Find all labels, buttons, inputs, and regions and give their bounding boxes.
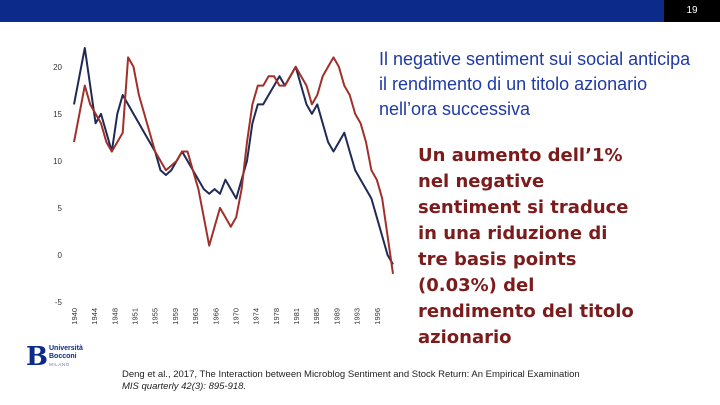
x-tick-label: 1944 [90, 308, 99, 325]
x-tick-label: 1981 [292, 308, 301, 325]
x-tick-label: 1989 [332, 308, 341, 325]
logo-initial: B [26, 342, 48, 372]
citation-line1: Deng et al., 2017, The Interaction betwe… [122, 369, 580, 380]
x-tick-label: 1985 [312, 308, 321, 325]
x-tick-label: 1996 [373, 308, 382, 325]
citation: Deng et al., 2017, The Interaction betwe… [122, 369, 712, 393]
logo-line3: MILANO [49, 362, 70, 367]
key-statement: Un aumento dell’1% nel negative sentimen… [418, 145, 634, 348]
x-tick-label: 1955 [151, 308, 160, 325]
x-tick-label: 1940 [70, 308, 79, 325]
logo-text: Università Bocconi MILANO [49, 345, 83, 369]
series-line-red [73, 56, 394, 274]
university-logo: B Università Bocconi MILANO [26, 342, 136, 372]
x-tick-label: 1993 [353, 308, 362, 325]
series-line-blue [73, 47, 394, 265]
chart-svg: 20 15 10 5 0 -5 1940 1944 1948 1951 1955 1959 1963 19… [53, 47, 394, 325]
page-number: 19 [664, 0, 720, 22]
y-tick-label: 20 [53, 63, 62, 72]
logo-line1: Università [49, 345, 83, 352]
x-tick-label: 1966 [211, 308, 220, 325]
y-tick-label: -5 [55, 298, 63, 307]
x-tick-label: 1948 [110, 308, 119, 325]
citation-line2: MIS quarterly 42(3): 895-918. [122, 381, 247, 392]
y-tick-label: 10 [53, 157, 62, 166]
y-tick-label: 5 [58, 204, 63, 213]
line-chart: 20 15 10 5 0 -5 1940 1944 1948 1951 1955 1959 1963 19… [48, 40, 400, 332]
top-bar [0, 0, 720, 22]
x-tick-label: 1970 [231, 308, 240, 325]
logo-line2: Bocconi [49, 353, 77, 360]
y-tick-label: 0 [58, 251, 63, 260]
x-tick-label: 1963 [191, 308, 200, 325]
slide-headline: Il negative sentiment sui social anticip… [379, 49, 691, 119]
y-tick-label: 15 [53, 110, 62, 119]
x-tick-label: 1959 [171, 308, 180, 325]
x-tick-label: 1951 [131, 308, 140, 325]
x-tick-label: 1974 [252, 308, 261, 325]
x-tick-label: 1978 [272, 308, 281, 325]
